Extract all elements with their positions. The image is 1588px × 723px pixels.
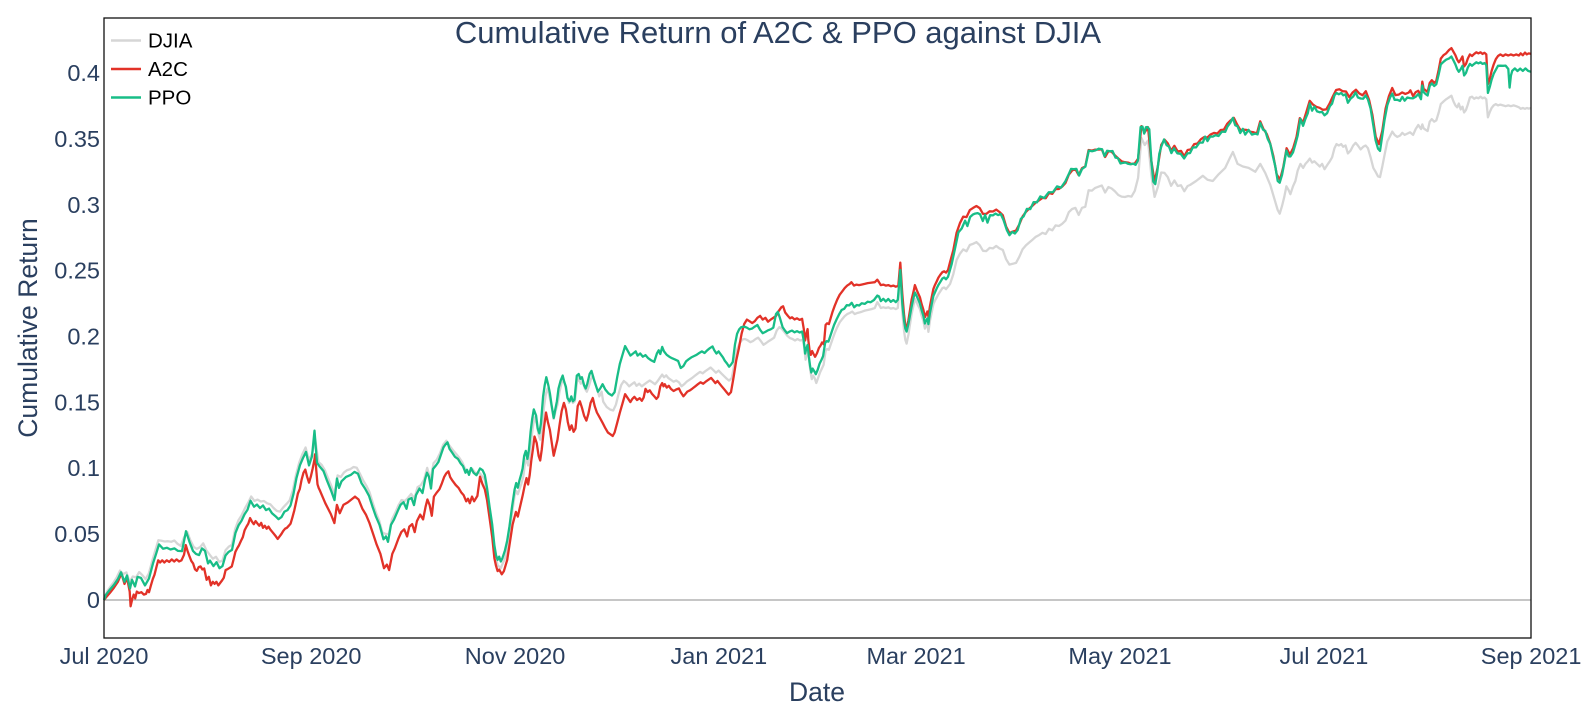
svg-text:Jul 2020: Jul 2020 [60, 643, 149, 669]
svg-text:0.4: 0.4 [67, 60, 100, 86]
svg-text:0.35: 0.35 [54, 126, 100, 152]
svg-text:Cumulative Return of A2C & PPO: Cumulative Return of A2C & PPO against D… [455, 15, 1101, 50]
svg-text:PPO: PPO [148, 87, 191, 110]
svg-text:0: 0 [87, 587, 100, 613]
svg-text:DJIA: DJIA [148, 30, 193, 53]
svg-text:Jan 2021: Jan 2021 [671, 643, 768, 669]
svg-text:Sep 2021: Sep 2021 [1481, 643, 1582, 669]
svg-text:A2C: A2C [148, 58, 188, 81]
svg-text:Sep 2020: Sep 2020 [261, 643, 362, 669]
svg-text:May 2021: May 2021 [1068, 643, 1171, 669]
svg-text:0.05: 0.05 [54, 521, 100, 547]
svg-text:Cumulative Return: Cumulative Return [13, 218, 43, 437]
svg-text:0.1: 0.1 [67, 455, 100, 481]
svg-text:Mar 2021: Mar 2021 [866, 643, 965, 669]
svg-text:Date: Date [789, 677, 845, 707]
svg-text:0.25: 0.25 [54, 258, 100, 284]
svg-text:Jul 2021: Jul 2021 [1279, 643, 1368, 669]
svg-text:0.3: 0.3 [67, 192, 100, 218]
svg-text:0.2: 0.2 [67, 324, 100, 350]
svg-text:Nov 2020: Nov 2020 [465, 643, 566, 669]
svg-text:0.15: 0.15 [54, 389, 100, 415]
